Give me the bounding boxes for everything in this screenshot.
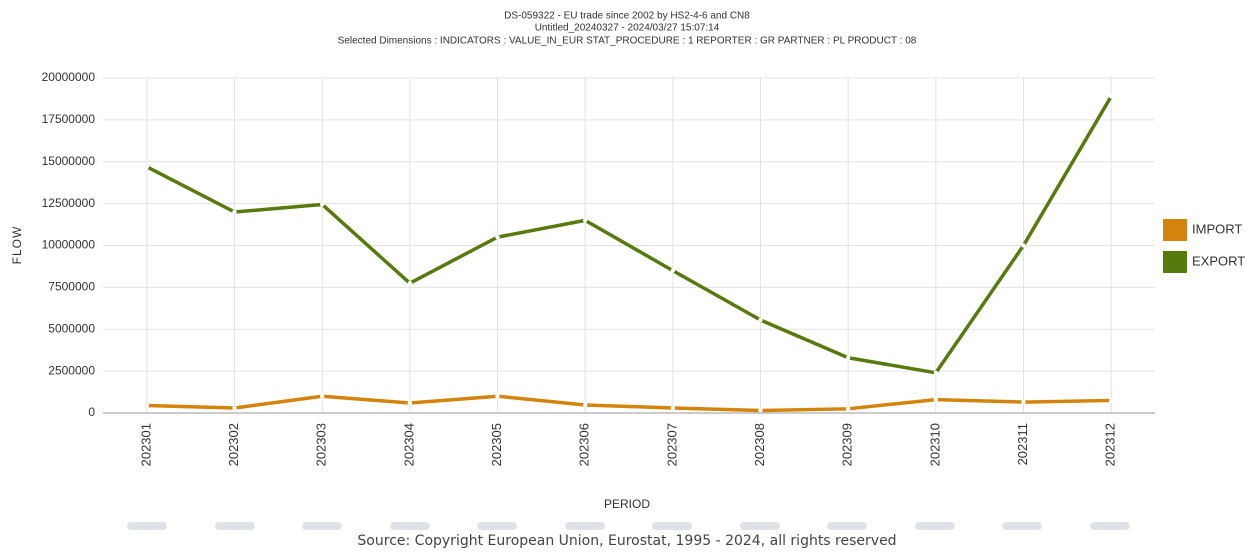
point — [232, 405, 237, 411]
point — [144, 403, 150, 408]
x-tick-label: 202311 — [1015, 423, 1030, 465]
line-series — [146, 394, 1112, 413]
x-tick-label: 202301 — [138, 423, 153, 466]
y-tick-label: 15000000 — [42, 154, 96, 168]
point — [933, 397, 939, 402]
point — [1108, 94, 1114, 99]
legend-label: EXPORT — [1192, 253, 1245, 268]
x-tick-label: 202312 — [1103, 423, 1118, 466]
point — [582, 218, 588, 223]
point — [319, 394, 325, 399]
point — [407, 400, 413, 406]
y-tick-label: 7500000 — [48, 280, 95, 294]
y-tick-label: 12500000 — [42, 196, 96, 210]
point — [1108, 398, 1114, 403]
x-tick-label: 202310 — [927, 423, 942, 466]
source: Source: Copyright European Union, Eurost… — [357, 533, 896, 549]
point — [407, 280, 413, 286]
x-tick-label: 202306 — [577, 423, 592, 466]
point — [495, 234, 500, 240]
x-tick-label: 202309 — [840, 423, 855, 466]
x-tick-label: 202304 — [401, 423, 416, 466]
point — [1021, 243, 1026, 248]
y-tick-label: 0 — [88, 405, 95, 419]
point — [232, 209, 237, 215]
chart-title: DS-059322 - EU trade since 2002 by HS2-4… — [504, 11, 750, 22]
y-tick-label: 20000000 — [42, 70, 96, 84]
point — [319, 202, 325, 207]
point — [758, 408, 763, 413]
y-tick-label: 17500000 — [42, 112, 96, 126]
point — [933, 370, 939, 375]
legend-label: IMPORT — [1192, 221, 1242, 236]
line-series — [146, 95, 1113, 375]
x-tick-label: 202308 — [752, 423, 767, 466]
x-tick-label: 202303 — [314, 423, 329, 466]
y-axis-label: FLOW — [10, 226, 24, 265]
x-tick-label: 202307 — [664, 423, 679, 466]
legend-swatch — [1163, 251, 1187, 273]
point — [144, 164, 150, 169]
point — [670, 405, 676, 411]
chart-subtitle: Untitled_20240327 - 2024/03/27 15:07:14 — [535, 23, 720, 34]
y-tick-label: 10000000 — [42, 238, 96, 252]
legend-swatch — [1163, 219, 1187, 241]
x-tick-label: 202305 — [489, 423, 504, 466]
point — [582, 402, 588, 408]
blurred-logos — [127, 522, 1130, 530]
point — [845, 406, 851, 412]
y-tick-label: 2500000 — [48, 363, 95, 377]
point — [845, 355, 851, 360]
dimensions: Selected Dimensions : INDICATORS : VALUE… — [338, 36, 917, 47]
point — [495, 394, 500, 399]
x-axis-label: PERIOD — [604, 497, 650, 511]
point — [758, 317, 763, 323]
x-tick-label: 202302 — [226, 423, 241, 466]
point — [670, 268, 676, 273]
point — [1021, 399, 1026, 405]
y-tick-label: 5000000 — [48, 321, 95, 335]
